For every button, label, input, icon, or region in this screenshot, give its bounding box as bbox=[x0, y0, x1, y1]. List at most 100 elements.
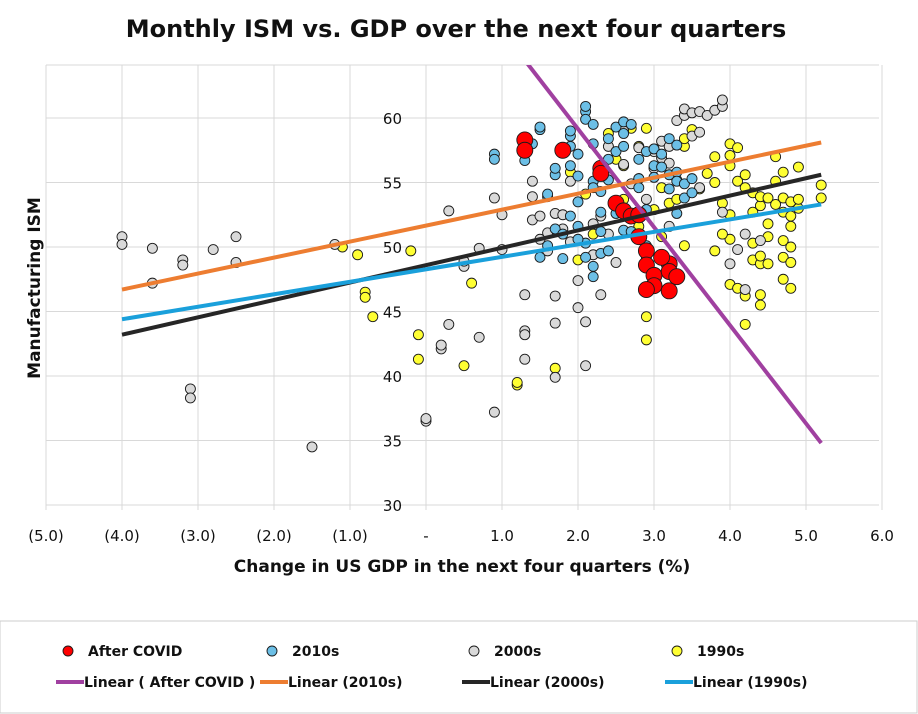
legend-label: 2000s bbox=[494, 644, 541, 660]
x-tick-label: (3.0) bbox=[180, 527, 216, 545]
point-2000s bbox=[420, 413, 432, 425]
point-2010s bbox=[587, 118, 599, 130]
point-2010s bbox=[572, 196, 584, 208]
point-1990s bbox=[724, 149, 736, 161]
x-tick-label: 6.0 bbox=[870, 527, 894, 545]
point-1990s bbox=[739, 318, 751, 330]
point-1990s bbox=[466, 277, 478, 289]
point-2010s bbox=[580, 251, 592, 263]
y-tick-label: 35 bbox=[383, 433, 402, 451]
point-1990s bbox=[815, 192, 827, 204]
point-2000s bbox=[572, 302, 584, 314]
legend-label: 2010s bbox=[292, 644, 339, 660]
point-after-covid bbox=[637, 242, 655, 260]
point-2000s bbox=[549, 371, 561, 383]
point-1990s bbox=[732, 175, 744, 187]
point-after-covid bbox=[516, 141, 534, 159]
point-2000s bbox=[694, 182, 706, 194]
point-2000s bbox=[724, 258, 736, 270]
point-2000s bbox=[564, 175, 576, 187]
point-2010s bbox=[610, 146, 622, 157]
point-after-covid bbox=[653, 248, 671, 266]
x-tick-label: 1.0 bbox=[490, 527, 514, 545]
point-2010s bbox=[678, 192, 690, 204]
legend-marker bbox=[671, 645, 683, 657]
legend: After COVID 2010s 2000s 1990s Linear ( After… bbox=[0, 620, 918, 714]
point-2000s bbox=[701, 109, 713, 121]
point-2000s bbox=[572, 275, 584, 286]
point-1990s bbox=[709, 177, 721, 188]
point-1990s bbox=[511, 377, 523, 388]
point-2000s bbox=[534, 210, 546, 222]
point-1990s bbox=[777, 235, 789, 247]
x-tick-label: (5.0) bbox=[28, 527, 64, 545]
legend-marker bbox=[62, 645, 74, 657]
point-1990s bbox=[412, 353, 424, 365]
scatter-points bbox=[116, 94, 827, 453]
point-1990s bbox=[754, 200, 766, 212]
point-1990s bbox=[792, 193, 804, 205]
point-2000s bbox=[435, 339, 447, 351]
point-2000s bbox=[116, 238, 128, 250]
point-2010s bbox=[602, 245, 614, 257]
point-1990s bbox=[785, 220, 797, 232]
point-2000s bbox=[526, 175, 538, 187]
point-2010s bbox=[633, 153, 645, 165]
point-2010s bbox=[580, 100, 592, 112]
legend-marker bbox=[266, 645, 278, 657]
point-2000s bbox=[207, 244, 219, 256]
point-1990s bbox=[678, 240, 690, 252]
point-2010s bbox=[587, 271, 599, 283]
legend-label: Linear (1990s) bbox=[693, 675, 808, 691]
y-tick-label: 50 bbox=[383, 239, 402, 257]
point-2000s bbox=[618, 158, 630, 170]
point-1990s bbox=[640, 334, 652, 346]
point-2010s bbox=[671, 139, 683, 151]
y-axis-ticks: 30 35 40 45 50 55 60 bbox=[383, 110, 402, 515]
point-after-covid bbox=[660, 282, 678, 300]
point-2010s bbox=[663, 133, 675, 145]
point-2000s bbox=[732, 244, 744, 256]
x-tick-label: 4.0 bbox=[718, 527, 742, 545]
point-2010s bbox=[572, 170, 584, 182]
point-1990s bbox=[777, 251, 789, 263]
point-2010s bbox=[580, 113, 592, 125]
legend-label: Linear (2010s) bbox=[288, 675, 403, 691]
point-2000s bbox=[230, 231, 242, 243]
point-2010s bbox=[656, 161, 668, 173]
point-after-covid bbox=[592, 165, 610, 182]
point-1990s bbox=[785, 257, 797, 268]
point-2010s bbox=[633, 182, 645, 194]
point-after-covid bbox=[554, 141, 572, 159]
point-1990s bbox=[739, 169, 751, 181]
legend-label: Linear (2000s) bbox=[490, 675, 605, 691]
legend-label: Linear ( After COVID ) bbox=[84, 675, 255, 691]
point-1990s bbox=[777, 273, 789, 285]
point-2010s bbox=[572, 148, 584, 160]
point-2000s bbox=[694, 126, 706, 138]
point-2010s bbox=[618, 128, 630, 139]
point-2010s bbox=[610, 121, 622, 133]
y-tick-label: 40 bbox=[383, 368, 402, 386]
point-2000s bbox=[739, 228, 751, 240]
point-1990s bbox=[640, 311, 652, 323]
point-1990s bbox=[762, 258, 774, 270]
point-2000s bbox=[716, 94, 728, 106]
point-1990s bbox=[754, 299, 766, 311]
point-1990s bbox=[709, 245, 721, 257]
point-1990s bbox=[732, 142, 744, 154]
point-1990s bbox=[785, 210, 797, 222]
x-tick-label: (4.0) bbox=[104, 527, 140, 545]
point-2010s bbox=[564, 125, 576, 137]
point-2000s bbox=[754, 235, 766, 247]
point-2000s bbox=[519, 353, 531, 365]
point-2010s bbox=[656, 148, 668, 160]
x-axis-ticks: (5.0) (4.0) (3.0) (2.0) (1.0) - 1.0 2.0 3.0 4.0 5.… bbox=[28, 527, 894, 545]
trendline-linear-2000s bbox=[121, 172, 822, 337]
point-2000s bbox=[488, 192, 500, 204]
point-2000s bbox=[519, 329, 531, 341]
point-2000s bbox=[716, 206, 728, 218]
point-2000s bbox=[177, 259, 189, 271]
point-2000s bbox=[549, 290, 561, 302]
